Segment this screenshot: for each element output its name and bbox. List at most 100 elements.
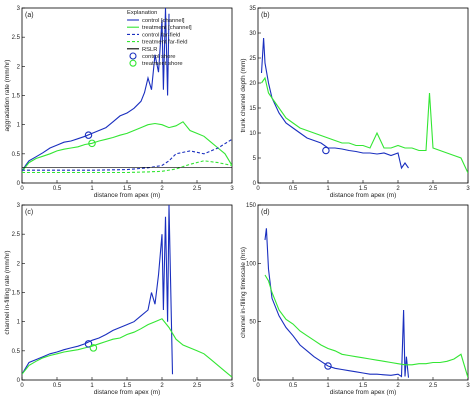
x-axis-title: distance from apex (m) bbox=[94, 192, 160, 199]
panel-label: (b) bbox=[261, 12, 270, 19]
marker-treatment-shore bbox=[89, 344, 98, 352]
x-tick-label: 1 bbox=[90, 383, 94, 389]
legend-swatch bbox=[129, 52, 137, 60]
plot-frame bbox=[257, 204, 469, 381]
x-tick-label: 2 bbox=[160, 383, 164, 389]
series-treatment-far-field bbox=[22, 160, 232, 174]
x-tick-label: 2 bbox=[396, 186, 400, 192]
plot-frame bbox=[21, 204, 233, 381]
y-axis-title: channel in-filling timescale (hrs) bbox=[240, 247, 247, 338]
x-tick-label: 3 bbox=[466, 186, 470, 192]
y-tick-label: 0 bbox=[253, 378, 257, 384]
y-tick-label: 0 bbox=[17, 378, 21, 384]
x-tick-label: 0.5 bbox=[53, 383, 62, 389]
x-tick-label: 2.5 bbox=[193, 186, 202, 192]
y-tick-label: 20 bbox=[249, 81, 256, 87]
y-tick-label: 5 bbox=[253, 156, 257, 162]
y-tick-label: 0.5 bbox=[12, 349, 21, 355]
x-tick-label: 0 bbox=[256, 186, 260, 192]
x-tick-label: 1 bbox=[90, 186, 94, 192]
y-tick-label: 2.5 bbox=[12, 35, 21, 41]
legend-entry: control shore bbox=[142, 54, 176, 60]
x-tick-label: 2 bbox=[396, 383, 400, 389]
legend-entry: treatment [channel] bbox=[142, 25, 192, 31]
x-tick-label: 0 bbox=[20, 383, 24, 389]
y-tick-label: 1.5 bbox=[12, 94, 21, 100]
legend-entry: RSLR bbox=[142, 47, 157, 53]
x-tick-label: 0.5 bbox=[289, 383, 298, 389]
x-tick-label: 0 bbox=[256, 383, 260, 389]
x-tick-label: 1.5 bbox=[123, 186, 132, 192]
y-tick-label: 1 bbox=[17, 320, 21, 326]
y-tick-label: 0 bbox=[253, 181, 257, 187]
x-tick-label: 0.5 bbox=[53, 186, 62, 192]
series-treatment bbox=[264, 274, 468, 378]
y-tick-label: 150 bbox=[246, 203, 257, 209]
series-control bbox=[22, 205, 174, 375]
y-tick-label: 30 bbox=[249, 31, 256, 37]
panel-d: 0 0.5 1 1.5 2 2.5 3 0 50 100 150 distance from apex… bbox=[240, 203, 470, 396]
panel-label: (d) bbox=[261, 209, 270, 216]
legend: Explanation control [channel]treatment [c… bbox=[127, 10, 192, 67]
marker-control-shore bbox=[84, 340, 93, 348]
y-tick-label: 25 bbox=[249, 56, 256, 62]
x-tick-label: 1 bbox=[326, 383, 330, 389]
legend-swatch bbox=[129, 59, 137, 67]
legend-entry: control far-field bbox=[142, 32, 180, 38]
y-tick-label: 10 bbox=[249, 131, 256, 137]
panel-a: 0 0.5 1 1.5 2 2.5 3 0 0.5 1 1.5 2 2.5 3 distance from … bbox=[4, 6, 234, 199]
x-tick-label: 0.5 bbox=[289, 186, 298, 192]
y-axis-title: aggradation rate (mm/hr) bbox=[4, 60, 11, 132]
y-tick-label: 0.5 bbox=[12, 152, 21, 158]
legend-entry: treatment far-field bbox=[142, 40, 187, 46]
series-treatment-channel bbox=[22, 121, 232, 172]
x-axis-title: distance from apex (m) bbox=[330, 192, 396, 199]
legend-title: Explanation bbox=[127, 10, 157, 16]
y-tick-label: 3 bbox=[17, 6, 21, 12]
marker-control-shore bbox=[84, 131, 93, 139]
legend-entry: treatment shore bbox=[142, 61, 183, 67]
x-tick-label: 1.5 bbox=[359, 186, 368, 192]
x-axis-title: distance from apex (m) bbox=[94, 389, 160, 396]
x-tick-label: 2.5 bbox=[193, 383, 202, 389]
series-control-channel bbox=[22, 8, 170, 172]
y-tick-label: 2 bbox=[17, 261, 21, 267]
series-treatment bbox=[261, 76, 468, 174]
y-tick-label: 2.5 bbox=[12, 232, 21, 238]
y-tick-label: 15 bbox=[249, 106, 256, 112]
y-tick-label: 50 bbox=[249, 320, 256, 326]
series-treatment bbox=[22, 318, 232, 378]
y-tick-label: 3 bbox=[17, 203, 21, 209]
y-tick-label: 100 bbox=[246, 261, 257, 267]
x-tick-label: 3 bbox=[230, 383, 234, 389]
series-control-far-field bbox=[22, 138, 232, 171]
y-tick-label: 1 bbox=[17, 123, 21, 129]
y-axis-title: trunk channel depth (mm) bbox=[240, 58, 247, 132]
marker-control-shore bbox=[322, 146, 330, 155]
panel-c: 0 0.5 1 1.5 2 2.5 3 0 0.5 1 1.5 2 2.5 3 distance from … bbox=[4, 203, 234, 396]
x-tick-label: 0 bbox=[20, 186, 24, 192]
x-tick-label: 1.5 bbox=[359, 383, 368, 389]
x-tick-label: 3 bbox=[466, 383, 470, 389]
x-tick-label: 1 bbox=[326, 186, 330, 192]
series-control bbox=[264, 228, 410, 378]
x-tick-label: 2.5 bbox=[429, 383, 438, 389]
y-tick-label: 2 bbox=[17, 64, 21, 70]
x-tick-label: 3 bbox=[230, 186, 234, 192]
x-tick-label: 2.5 bbox=[429, 186, 438, 192]
marker-control-shore bbox=[324, 362, 332, 370]
x-tick-label: 1.5 bbox=[123, 383, 132, 389]
panel-label: (c) bbox=[25, 209, 33, 216]
x-tick-label: 2 bbox=[160, 186, 164, 192]
marker-treatment-shore bbox=[88, 139, 96, 148]
legend-entry: control [channel] bbox=[142, 18, 185, 24]
panel-label: (a) bbox=[25, 12, 34, 19]
x-axis-title: distance from apex (m) bbox=[330, 389, 396, 396]
y-tick-label: 35 bbox=[249, 6, 256, 12]
plot-frame bbox=[257, 7, 469, 184]
y-tick-label: 0 bbox=[17, 181, 21, 187]
y-axis-title: channel in-filling rate (mm/hr) bbox=[4, 250, 11, 334]
y-tick-label: 1.5 bbox=[12, 291, 21, 297]
